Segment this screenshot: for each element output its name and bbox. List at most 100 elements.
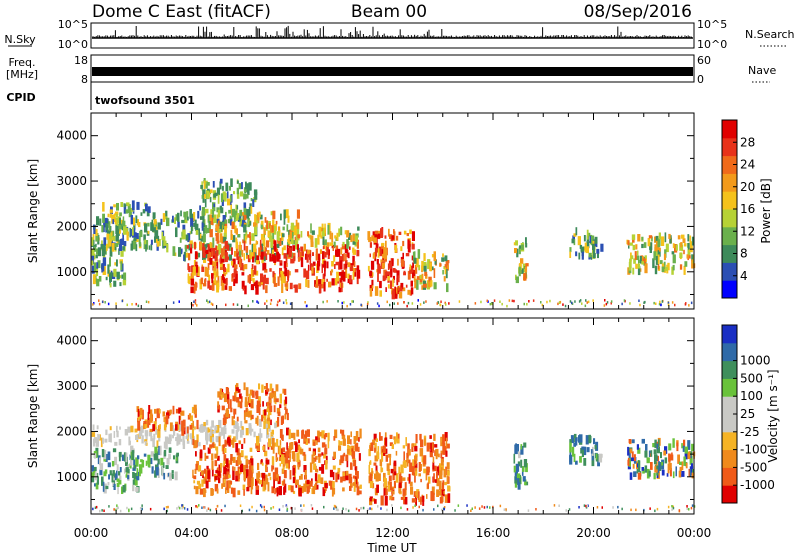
scatter-cell-8 [443, 266, 446, 270]
scatter-cell-7 [350, 431, 352, 438]
near-range-cell [649, 507, 651, 510]
scatter-cell-11 [684, 261, 688, 267]
scatter-cell-2 [192, 420, 194, 428]
scatter-cell-6 [350, 462, 353, 470]
near-range-cell [440, 300, 442, 303]
scatter-cell-6 [311, 454, 314, 464]
scatter-cell-3 [205, 208, 209, 214]
near-range-cell [581, 302, 583, 305]
scatter-cell-5 [347, 278, 350, 284]
scatter-cell-5 [250, 284, 254, 291]
scatter-cell-8 [445, 445, 447, 452]
scatter-cell-5 [263, 246, 266, 257]
scatter-cell-1 [144, 439, 148, 443]
scatter-cell-6 [315, 468, 319, 473]
scatter-cell-7 [397, 258, 399, 266]
scatter-cell-4 [270, 432, 273, 440]
scatter-cell-5 [226, 256, 229, 260]
scatter-cell-6 [244, 455, 248, 459]
scatter-cell-9 [520, 459, 523, 468]
near-range-cell [116, 507, 119, 510]
scatter-cell-5 [279, 260, 282, 264]
scatter-cell-8 [446, 443, 450, 449]
scatter-cell-4 [232, 235, 236, 243]
scatter-cell-11 [636, 468, 639, 474]
scatter-cell-0 [96, 476, 99, 485]
scatter-cell-4 [256, 241, 259, 245]
scatter-cell-6 [301, 486, 304, 494]
scatter-cell-8 [392, 490, 395, 495]
near-range-cell [499, 504, 502, 508]
scatter-cell-6 [260, 472, 264, 478]
scatter-cell-2 [206, 227, 210, 233]
scatter-cell-11 [637, 266, 641, 276]
scatter-cell-5 [237, 260, 240, 265]
scatter-cell-11 [659, 260, 663, 265]
scatter-cell-6 [336, 232, 339, 241]
scatter-cell-11 [678, 470, 682, 478]
scatter-cell-5 [341, 254, 345, 262]
nsearch-label: N.Search [745, 28, 795, 41]
x-tick-label: 00:00 [74, 526, 109, 540]
scatter-cell-8 [387, 469, 391, 476]
scatter-cell-2 [183, 254, 185, 261]
scatter-cell-4 [238, 249, 242, 258]
scatter-cell-4 [270, 235, 273, 242]
scatter-cell-6 [217, 470, 221, 477]
scatter-cell-2 [143, 421, 147, 425]
near-range-cell [360, 506, 363, 510]
scatter-cell-5 [207, 280, 210, 289]
scatter-cell-4 [251, 243, 254, 253]
scatter-cell-7 [381, 243, 385, 250]
scatter-cell-3 [143, 453, 147, 457]
scatter-cell-1 [136, 201, 140, 210]
scatter-cell-11 [672, 264, 675, 271]
scatter-cell-11 [679, 252, 683, 259]
scatter-cell-4 [230, 229, 233, 240]
near-range-cell [366, 302, 369, 306]
scatter-cell-5 [266, 408, 269, 413]
scatter-cell-2 [204, 225, 208, 234]
scatter-cell-8 [436, 489, 439, 497]
near-range-cell [337, 508, 339, 512]
nave-label: Nave [748, 64, 776, 77]
scatter-cell-6 [197, 465, 202, 472]
scatter-cell-0 [91, 237, 94, 246]
scatter-cell-3 [243, 202, 247, 213]
scatter-cell-0 [129, 463, 132, 469]
scatter-cell-6 [292, 465, 295, 476]
scatter-cell-8 [372, 439, 375, 445]
scatter-cell-5 [328, 249, 330, 256]
near-range-cell [501, 302, 503, 306]
scatter-cell-8 [389, 495, 391, 501]
scatter-cell-2 [186, 211, 189, 221]
scatter-cell-5 [273, 277, 276, 284]
power-ylabel: Slant Range [km] [26, 159, 40, 263]
colorbar-tick-label--1000: -1000 [740, 478, 775, 492]
scatter-cell-5 [234, 264, 238, 270]
scatter-cell-6 [333, 451, 336, 459]
scatter-cell-0 [107, 462, 111, 468]
scatter-cell-6 [328, 480, 332, 486]
near-range-cell [139, 507, 142, 510]
scatter-cell-5 [219, 258, 223, 263]
scatter-cell-11 [687, 440, 691, 450]
scatter-cell-10 [575, 437, 578, 446]
scatter-cell-11 [636, 255, 640, 261]
scatter-cell-4 [259, 214, 263, 220]
scatter-cell-3 [245, 181, 247, 190]
scatter-cell-1 [139, 427, 143, 432]
scatter-cell-4 [276, 231, 280, 241]
scatter-cell-8 [374, 447, 376, 453]
scatter-cell-6 [314, 238, 318, 248]
scatter-cell-1 [153, 221, 158, 230]
scatter-cell-6 [216, 446, 219, 455]
scatter-cell-7 [390, 269, 393, 278]
scatter-cell-7 [399, 287, 403, 292]
scatter-cell-8 [445, 450, 448, 457]
near-range-cell [121, 299, 124, 303]
scatter-cell-5 [252, 252, 255, 259]
scatter-cell-6 [222, 444, 225, 455]
near-range-cell [167, 505, 169, 509]
scatter-cell-5 [195, 283, 197, 291]
